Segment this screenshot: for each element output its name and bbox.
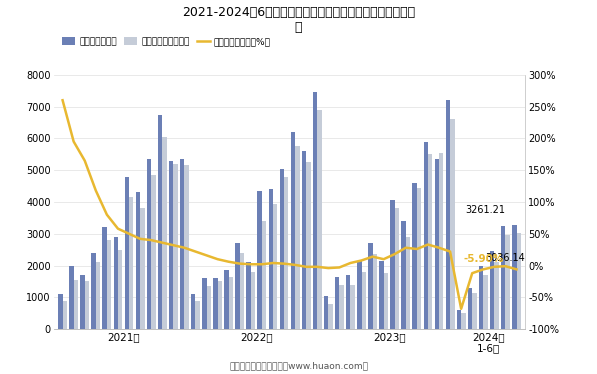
- Bar: [350, 285, 355, 329]
- Text: 3036.14: 3036.14: [485, 253, 525, 263]
- Bar: [512, 226, 516, 329]
- Bar: [136, 192, 140, 329]
- Bar: [103, 227, 107, 329]
- Bar: [184, 165, 189, 329]
- Bar: [328, 304, 333, 329]
- Bar: [413, 183, 417, 329]
- Bar: [423, 142, 428, 329]
- Bar: [217, 282, 222, 329]
- Bar: [306, 162, 310, 329]
- Bar: [58, 294, 63, 329]
- Bar: [461, 313, 466, 329]
- Bar: [107, 240, 111, 329]
- Bar: [501, 226, 506, 329]
- Bar: [129, 197, 134, 329]
- Bar: [251, 272, 256, 329]
- Bar: [506, 235, 510, 329]
- Bar: [85, 282, 89, 329]
- Bar: [118, 250, 122, 329]
- Bar: [368, 243, 373, 329]
- Bar: [384, 273, 388, 329]
- Text: 3261.21: 3261.21: [466, 205, 506, 215]
- Bar: [162, 137, 167, 329]
- Bar: [362, 272, 366, 329]
- Bar: [472, 292, 476, 329]
- Legend: 商品房（亿元）, 商品房住宅（亿元）, 商品房销售增速（%）: 商品房（亿元）, 商品房住宅（亿元）, 商品房销售增速（%）: [59, 34, 275, 50]
- Bar: [379, 261, 384, 329]
- Bar: [63, 301, 67, 329]
- Bar: [417, 188, 421, 329]
- Bar: [457, 310, 461, 329]
- Bar: [96, 263, 100, 329]
- Bar: [125, 177, 129, 329]
- Text: 制图：华经产业研究院（www.huaon.com）: 制图：华经产业研究院（www.huaon.com）: [229, 361, 368, 370]
- Bar: [147, 159, 151, 329]
- Bar: [395, 208, 399, 329]
- Bar: [273, 203, 278, 329]
- Bar: [479, 266, 484, 329]
- Bar: [406, 237, 410, 329]
- Bar: [301, 151, 306, 329]
- Bar: [240, 253, 244, 329]
- Bar: [169, 161, 173, 329]
- Bar: [173, 164, 178, 329]
- Text: 额: 额: [295, 21, 302, 34]
- Bar: [357, 261, 362, 329]
- Bar: [490, 251, 494, 329]
- Bar: [269, 189, 273, 329]
- Text: -5.90%: -5.90%: [463, 254, 503, 264]
- Bar: [439, 153, 444, 329]
- Bar: [346, 275, 350, 329]
- Bar: [335, 277, 339, 329]
- Bar: [291, 132, 295, 329]
- Bar: [390, 200, 395, 329]
- Bar: [279, 169, 284, 329]
- Bar: [202, 278, 207, 329]
- Bar: [484, 275, 488, 329]
- Bar: [468, 288, 472, 329]
- Bar: [401, 221, 406, 329]
- Bar: [445, 100, 450, 329]
- Bar: [158, 114, 162, 329]
- Bar: [69, 266, 73, 329]
- Bar: [229, 277, 233, 329]
- Bar: [191, 294, 195, 329]
- Bar: [295, 146, 300, 329]
- Bar: [313, 92, 317, 329]
- Bar: [151, 175, 156, 329]
- Bar: [317, 110, 322, 329]
- Bar: [140, 208, 144, 329]
- Bar: [180, 159, 184, 329]
- Bar: [91, 253, 96, 329]
- Bar: [224, 270, 229, 329]
- Bar: [113, 237, 118, 329]
- Bar: [247, 263, 251, 329]
- Bar: [284, 177, 288, 329]
- Bar: [81, 275, 85, 329]
- Bar: [195, 301, 200, 329]
- Bar: [428, 154, 432, 329]
- Bar: [235, 243, 240, 329]
- Bar: [73, 280, 78, 329]
- Bar: [213, 278, 217, 329]
- Bar: [373, 254, 377, 329]
- Bar: [207, 286, 211, 329]
- Bar: [339, 285, 344, 329]
- Bar: [516, 233, 521, 329]
- Bar: [324, 296, 328, 329]
- Bar: [257, 191, 262, 329]
- Bar: [262, 221, 266, 329]
- Bar: [435, 159, 439, 329]
- Text: 2021-2024年6月上海市房地产商品住宅及商品住宅现房销售: 2021-2024年6月上海市房地产商品住宅及商品住宅现房销售: [182, 6, 415, 19]
- Bar: [450, 119, 454, 329]
- Bar: [494, 263, 498, 329]
